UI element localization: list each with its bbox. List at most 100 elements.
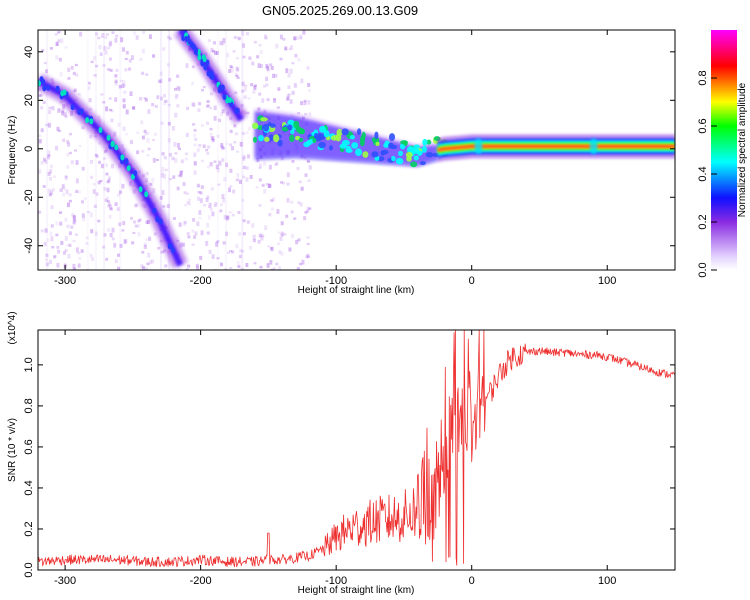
spectrogram-speckle-cell — [49, 47, 53, 50]
spectrogram-speckle-cell — [62, 138, 66, 143]
spectrogram-speckle-cell — [135, 35, 139, 40]
spectrogram-speckle-cell — [236, 67, 240, 72]
spectrogram-speckle-cell — [59, 71, 63, 77]
spectrogram-x-ticks: -300 -200 -100 0 100 — [54, 30, 616, 287]
spectrogram-speckle-cell — [174, 112, 178, 118]
spectrogram-speckle-cell — [191, 243, 195, 246]
spectrogram-speckle-cell — [276, 209, 280, 214]
spectrogram-speckle-cell — [123, 239, 127, 244]
spectrogram-speckle-cell — [47, 150, 51, 154]
spectrogram-speckle-cell — [73, 219, 77, 222]
spectrogram-speckle-cell — [249, 245, 253, 250]
spectrogram-speckle-cell — [215, 164, 219, 170]
spectrogram-speckle-cell — [222, 38, 226, 44]
spectrogram-ridge-peak — [187, 38, 192, 45]
spectrogram-speckle-cell — [132, 106, 136, 110]
spectrogram-speckle-cell — [90, 60, 94, 64]
spectrogram-speckle-cell — [175, 236, 179, 242]
spectrogram-speckle-cell — [105, 106, 109, 112]
snr-y-multiplier: (x10^4) — [7, 311, 18, 344]
spectrogram-speckle-cell — [207, 104, 211, 108]
spectrogram-speckle-cell — [239, 179, 243, 184]
spectrogram-speckle-cell — [161, 152, 165, 156]
spectrogram-speckle-cell — [250, 83, 254, 87]
spectrogram-speckle-cell — [258, 92, 262, 96]
spectrogram-column — [168, 30, 171, 270]
spectrogram-speckle-cell — [45, 262, 49, 267]
spectrogram-speckle-cell — [287, 93, 291, 97]
spectrogram-speckle-cell — [266, 98, 270, 102]
spectrogram-speckle-cell — [86, 210, 90, 214]
spectrogram-ridge-peak — [41, 78, 46, 85]
spectrogram-speckle-cell — [130, 55, 134, 60]
spectrogram-speckle-cell — [162, 205, 166, 208]
spectrogram-speckle-cell — [293, 217, 297, 220]
spectrogram-speckle-cell — [38, 168, 42, 174]
spectrogram-band-bulge — [589, 138, 598, 155]
spectrogram-speckle-cell — [116, 207, 120, 211]
spectrogram-speckle-cell — [95, 64, 99, 68]
spectrogram-speckle-cell — [41, 49, 45, 52]
spectrogram-speckle-cell — [261, 183, 265, 187]
spectrogram-speckle-cell — [214, 51, 218, 55]
spectrogram-speckle-cell — [152, 188, 156, 193]
spectrogram-speckle-cell — [247, 126, 251, 131]
spectrogram-speckle-cell — [285, 214, 289, 218]
spectrogram-speckle-cell — [282, 181, 286, 185]
spectrogram-speckle-cell — [61, 108, 65, 114]
spectrogram-speckle-cell — [245, 32, 249, 36]
spectrogram-speckle-cell — [99, 179, 103, 183]
spectrogram-speckle-cell — [229, 129, 233, 134]
spectrogram-speckle-cell — [229, 116, 233, 121]
spectrogram-main-blob — [257, 125, 264, 131]
spectrogram-speckle-cell — [259, 265, 263, 269]
spectrogram-main-blob — [312, 138, 317, 143]
spectrogram-speckle-cell — [106, 187, 110, 193]
spectrogram-speckle-cell — [230, 67, 234, 73]
spectrogram-speckle-cell — [221, 193, 225, 199]
spectrogram-speckle-cell — [141, 48, 145, 54]
spectrogram-speckle-cell — [276, 106, 280, 109]
spectrogram-speckle-cell — [221, 145, 225, 150]
spectrogram-speckle-cell — [152, 157, 156, 163]
spectrogram-speckle-cell — [161, 167, 165, 172]
spectrogram-main-blob — [253, 136, 258, 143]
spectrogram-speckle-cell — [171, 156, 175, 161]
spectrogram-speckle-cell — [109, 40, 113, 46]
spectrogram-speckle-cell — [176, 85, 180, 90]
spectrogram-speckle-cell — [45, 69, 49, 74]
spectrogram-speckle-cell — [211, 138, 215, 143]
spectrogram-speckle-cell — [233, 36, 237, 39]
spectrogram-speckle-cell — [280, 221, 284, 226]
spectrogram-ridge-peak — [55, 85, 60, 92]
spectrogram-speckle-cell — [210, 187, 214, 191]
spectrogram-speckle-cell — [175, 93, 179, 97]
spectrogram-speckle-cell — [219, 262, 223, 266]
spectrogram-speckle-cell — [75, 189, 79, 193]
spectrogram-speckle-cell — [297, 112, 301, 115]
spectrogram-speckle-cell — [235, 57, 239, 60]
spectrogram-speckle-cell — [110, 109, 114, 113]
spectrogram-speckle-cell — [106, 180, 110, 184]
spectrogram-speckle-cell — [137, 219, 141, 223]
spectrogram-speckle-cell — [48, 106, 52, 110]
spectrogram-speckle-cell — [141, 150, 145, 153]
spectrogram-speckle-cell — [85, 241, 89, 245]
spectrogram-speckle-cell — [209, 207, 213, 211]
spectrogram-speckle-cell — [145, 171, 149, 176]
spectrogram-speckle-cell — [72, 71, 76, 76]
spectrogram-speckle-cell — [207, 215, 211, 220]
spectrogram-speckle-cell — [203, 203, 207, 207]
snr-y-tick-label: 0.2 — [23, 521, 35, 536]
spectrogram-speckle-cell — [212, 41, 216, 45]
spectrogram-speckle-cell — [288, 247, 292, 252]
spectrogram-speckle-cell — [219, 203, 223, 207]
spectrogram-speckle-cell — [293, 36, 297, 41]
spectrogram-ridge-peak — [120, 154, 125, 161]
spectrogram-column — [46, 30, 49, 270]
spectrogram-speckle-cell — [56, 262, 60, 268]
spectrogram-speckle-cell — [38, 210, 42, 214]
spectrogram-speckle-cell — [260, 236, 264, 241]
spectrogram-main-blob — [269, 123, 276, 128]
spectrogram-speckle-cell — [143, 129, 147, 134]
